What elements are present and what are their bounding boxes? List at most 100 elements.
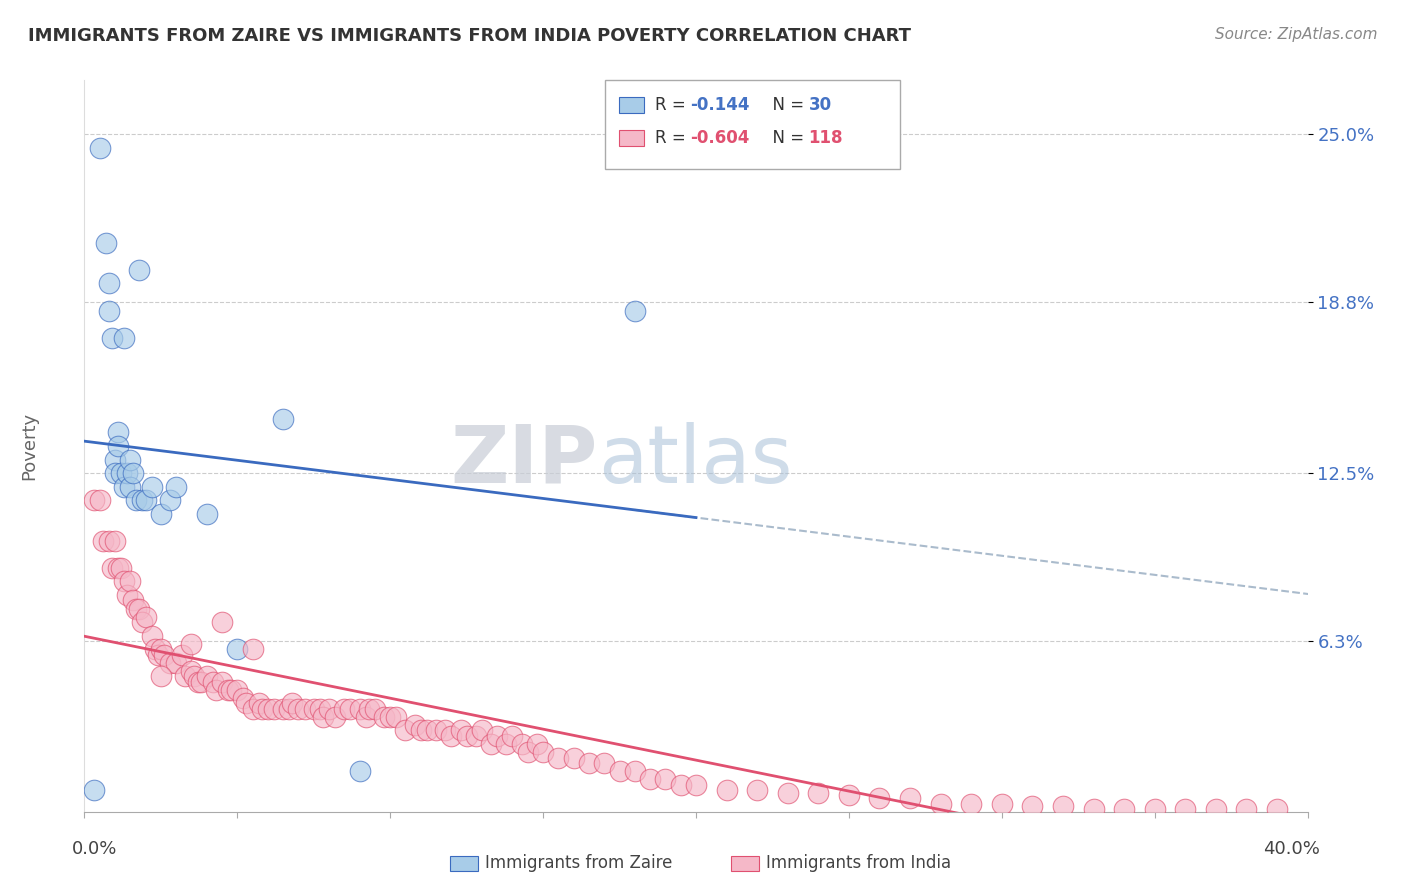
Point [131, 493, 153, 508]
Point [271, 702, 294, 716]
Point [294, 702, 316, 716]
Text: N =: N = [762, 96, 810, 114]
Point [120, 574, 142, 589]
Point [807, 786, 830, 800]
Point [562, 750, 585, 764]
Point [195, 507, 218, 521]
Point [486, 729, 509, 743]
Point [624, 764, 647, 778]
Point [226, 642, 249, 657]
Point [960, 797, 983, 811]
Point [776, 786, 799, 800]
Point [153, 648, 176, 662]
Text: 40.0%: 40.0% [1263, 839, 1320, 857]
Point [308, 702, 330, 716]
Point [1114, 802, 1136, 816]
Point [929, 797, 952, 811]
Point [112, 480, 135, 494]
Point [526, 737, 548, 751]
Point [578, 756, 600, 770]
Point [531, 745, 554, 759]
Point [120, 452, 142, 467]
Point [159, 493, 181, 508]
Point [149, 642, 172, 657]
Text: -0.604: -0.604 [690, 129, 749, 147]
Point [502, 729, 524, 743]
Point [385, 710, 408, 724]
Point [97, 303, 120, 318]
Point [149, 507, 172, 521]
Point [302, 702, 325, 716]
Point [357, 702, 380, 716]
Point [101, 561, 124, 575]
Point [394, 723, 416, 738]
Point [716, 783, 738, 797]
Point [125, 601, 148, 615]
Point [89, 141, 111, 155]
Point [104, 533, 127, 548]
Point [838, 789, 860, 803]
Point [128, 601, 150, 615]
Point [211, 674, 233, 689]
Point [250, 702, 273, 716]
Text: ZIP: ZIP [451, 422, 598, 500]
Point [373, 710, 395, 724]
Text: Immigrants from India: Immigrants from India [766, 855, 952, 872]
Point [464, 729, 486, 743]
Point [1052, 799, 1074, 814]
Point [104, 466, 127, 480]
Point [107, 561, 129, 575]
Point [226, 682, 249, 697]
Point [112, 574, 135, 589]
Point [135, 609, 157, 624]
Point [232, 690, 254, 705]
Point [141, 629, 163, 643]
Point [135, 493, 157, 508]
Text: 118: 118 [808, 129, 844, 147]
Point [247, 697, 270, 711]
Point [479, 737, 502, 751]
Point [287, 702, 309, 716]
Point [141, 480, 163, 494]
Point [1021, 799, 1043, 814]
Point [186, 674, 208, 689]
Point [107, 425, 129, 440]
Point [97, 277, 120, 291]
Point [669, 778, 692, 792]
Point [263, 702, 285, 716]
Point [409, 723, 432, 738]
Point [654, 772, 676, 787]
Point [349, 764, 371, 778]
Point [638, 772, 661, 787]
Point [183, 669, 205, 683]
Point [110, 561, 132, 575]
Point [190, 674, 212, 689]
Text: R =: R = [655, 96, 692, 114]
Point [219, 682, 242, 697]
Text: Poverty: Poverty [20, 412, 38, 480]
Point [1083, 802, 1105, 816]
Point [122, 466, 145, 480]
Point [685, 778, 707, 792]
Text: Source: ZipAtlas.com: Source: ZipAtlas.com [1215, 27, 1378, 42]
Text: N =: N = [762, 129, 810, 147]
Point [165, 480, 187, 494]
Point [1174, 802, 1197, 816]
Point [404, 718, 426, 732]
Text: IMMIGRANTS FROM ZAIRE VS IMMIGRANTS FROM INDIA POVERTY CORRELATION CHART: IMMIGRANTS FROM ZAIRE VS IMMIGRANTS FROM… [28, 27, 911, 45]
Point [281, 697, 304, 711]
Point [257, 702, 280, 716]
Point [425, 723, 447, 738]
Point [318, 702, 340, 716]
Point [159, 656, 181, 670]
Point [174, 669, 197, 683]
Point [104, 452, 127, 467]
Point [1143, 802, 1166, 816]
Point [211, 615, 233, 629]
Point [516, 745, 538, 759]
Point [235, 697, 257, 711]
Text: R =: R = [655, 129, 692, 147]
Point [271, 412, 294, 426]
Point [416, 723, 439, 738]
Point [146, 648, 169, 662]
